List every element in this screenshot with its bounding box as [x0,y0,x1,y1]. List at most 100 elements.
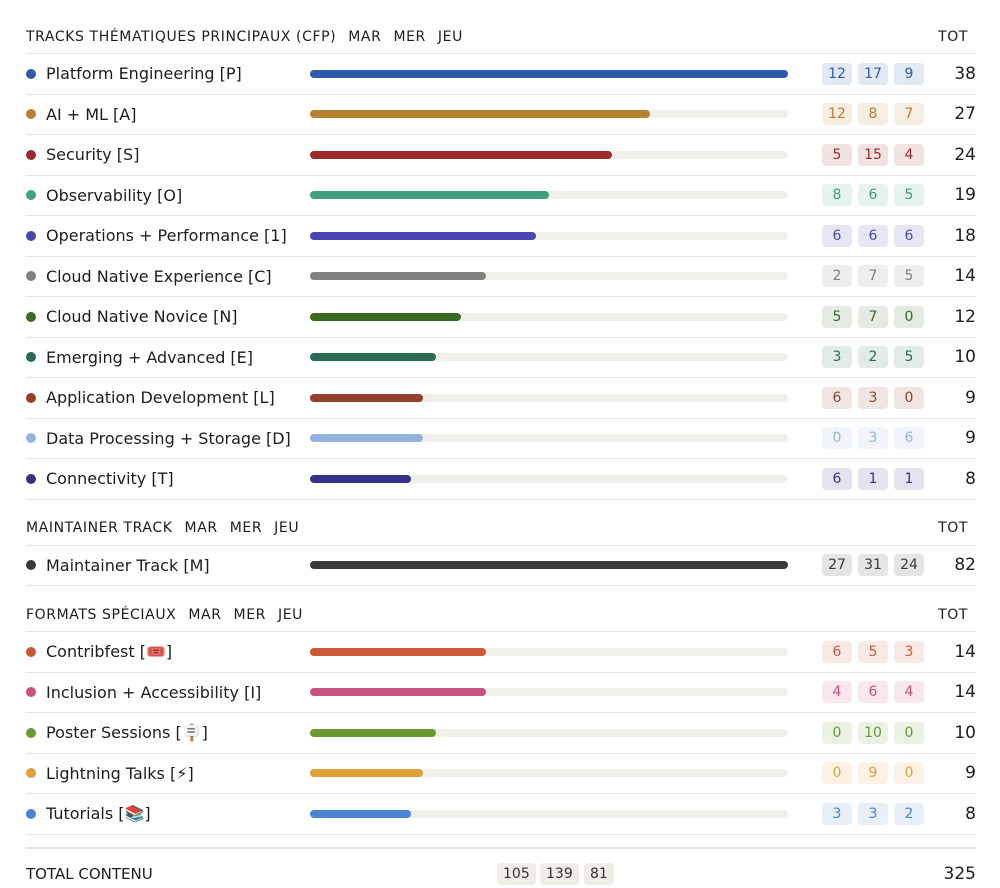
bar-track [310,647,788,656]
track-row: AI + ML [A] 12 8 7 27 [26,95,976,135]
bar [310,561,788,570]
track-name: Data Processing + Storage [D] [46,428,291,448]
track-dot [26,190,36,201]
track-total: 14 [954,682,976,703]
track-dot [26,230,36,241]
track-name: Connectivity [T] [46,469,174,489]
track-dot [26,352,36,363]
day-count: 6 [858,681,888,704]
day-count: 5 [894,265,924,288]
track-total: 10 [954,347,976,368]
track-dot [26,271,36,282]
track-name: Emerging + Advanced [E] [46,347,254,367]
bar [310,393,424,402]
day-count: 0 [822,762,852,785]
day-count: 31 [858,554,888,577]
bar-track [310,688,788,697]
total-row: TOTAL CONTENU 105 139 81 325 [26,846,976,888]
day-count: 5 [894,346,924,369]
column-header: JEU [274,520,300,536]
track-name: Lightning Talks [⚡] [46,763,194,783]
day-count: 2 [894,802,924,825]
track-dot [26,808,36,819]
track-total: 9 [965,428,976,449]
column-header: MAR [184,520,218,536]
day-count: 9 [858,762,888,785]
day-count: 1 [858,467,888,490]
section: MAINTAINER TRACK MAR MER JEU TOT Maintainer T… [26,512,976,586]
bar [310,474,411,483]
total-header: TOT [938,606,968,623]
track-row: Cloud Native Experience [C] 2 7 5 14 [26,257,976,297]
bar-track [310,769,788,778]
track-dot [26,149,36,160]
section-header: TRACKS THÉMATIQUES PRINCIPAUX (CFP) MAR ME… [26,20,976,54]
day-count: 15 [858,143,888,166]
day-count: 10 [858,721,888,744]
section-header: FORMATS SPÉCIAUX MAR MER JEU TOT [26,598,976,632]
day-count: 0 [822,427,852,450]
day-count: 6 [822,386,852,409]
day-count: 6 [894,224,924,247]
track-name: Security [S] [46,145,140,165]
track-total: 9 [965,763,976,784]
bar-track [310,110,788,119]
grand-total: 325 [943,863,976,884]
day-count: 4 [822,681,852,704]
track-name: Contribfest [🎟️] [46,642,173,662]
track-dot [26,311,36,322]
track-row: Emerging + Advanced [E] 3 2 5 10 [26,338,976,378]
track-name: Tutorials [📚] [46,804,151,824]
bar [310,728,436,737]
day-count: 5 [894,184,924,207]
bar [310,312,461,321]
bar-track [310,474,788,483]
total-day-count: 81 [584,862,614,885]
track-name: Operations + Performance [1] [46,226,287,246]
day-count: 3 [858,427,888,450]
track-total: 8 [965,468,976,489]
track-total: 27 [954,104,976,125]
track-row: Contribfest [🎟️] 6 5 3 14 [26,632,976,673]
track-name: AI + ML [A] [46,104,137,124]
track-name: Cloud Native Experience [C] [46,266,272,286]
bar [310,69,788,78]
bar-track [310,809,788,818]
day-count: 17 [858,62,888,85]
bar [310,688,487,697]
section-title: TRACKS THÉMATIQUES PRINCIPAUX (CFP) [26,28,337,45]
total-day-count: 139 [540,862,579,885]
track-dot [26,727,36,738]
track-total: 82 [954,555,976,576]
section-title: FORMATS SPÉCIAUX [26,606,177,623]
track-dot [26,68,36,79]
day-count: 0 [894,721,924,744]
track-row: Application Development [L] 6 3 0 9 [26,378,976,419]
track-row: Platform Engineering [P] 12 17 9 38 [26,54,976,95]
day-count: 9 [894,62,924,85]
bar-track [310,728,788,737]
column-header: MER [393,28,426,45]
bar-track [310,434,788,443]
day-count: 3 [822,802,852,825]
day-count: 1 [894,467,924,490]
day-count: 3 [894,640,924,663]
track-total: 9 [965,387,976,408]
bar-track [310,561,788,570]
bar [310,809,411,818]
day-count: 7 [894,103,924,126]
track-total: 10 [954,722,976,743]
track-dot [26,109,36,120]
day-count: 3 [858,386,888,409]
track-name: Poster Sessions [🪧] [46,723,208,743]
track-total: 18 [954,225,976,246]
column-header: JEU [437,28,463,45]
column-header: MAR [188,606,222,623]
day-count: 2 [822,265,852,288]
track-name: Application Development [L] [46,388,275,408]
track-total: 19 [954,185,976,206]
day-count: 6 [822,467,852,490]
track-row: Maintainer Track [M] 27 31 24 82 [26,546,976,586]
day-count: 8 [858,103,888,126]
